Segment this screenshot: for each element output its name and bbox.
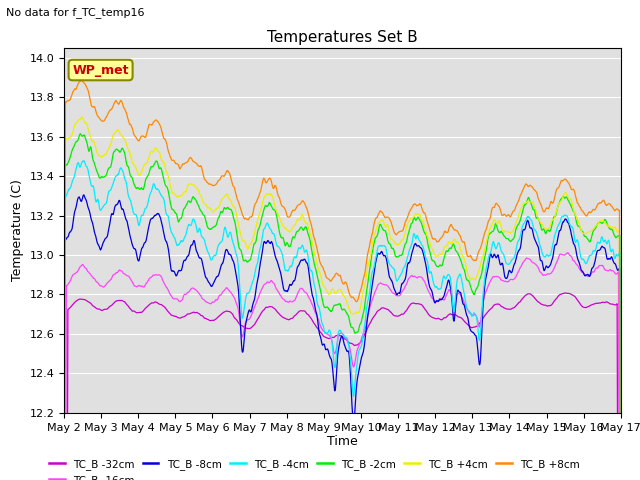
TC_B -32cm (478, 317, 486, 323)
TC_B -8cm (449, 309, 456, 314)
TC_B -8cm (237, 331, 244, 336)
TC_B -16cm (520, 259, 527, 265)
TC_B -4cm (413, 233, 420, 239)
TC_B -32cm (449, 312, 456, 318)
TC_B -4cm (237, 300, 244, 306)
Line: TC_B -32cm: TC_B -32cm (64, 293, 621, 480)
Line: TC_B +4cm: TC_B +4cm (64, 117, 621, 480)
TC_B -2cm (479, 267, 486, 273)
Text: WP_met: WP_met (72, 63, 129, 76)
TC_B -32cm (449, 312, 456, 318)
TC_B -16cm (564, 250, 572, 255)
TC_B +8cm (479, 239, 486, 245)
TC_B -32cm (237, 322, 244, 328)
TC_B +4cm (449, 240, 456, 246)
TC_B -16cm (449, 300, 456, 306)
TC_B +4cm (449, 239, 456, 245)
TC_B +4cm (479, 255, 486, 261)
TC_B +8cm (413, 203, 420, 209)
Line: TC_B -2cm: TC_B -2cm (64, 134, 621, 480)
Line: TC_B -16cm: TC_B -16cm (64, 252, 621, 480)
Line: TC_B -8cm: TC_B -8cm (64, 195, 621, 480)
TC_B -2cm (237, 247, 244, 253)
TC_B -2cm (413, 216, 420, 221)
TC_B -8cm (413, 243, 420, 249)
Legend: TC_B -32cm, TC_B -16cm, TC_B -8cm, TC_B -4cm, TC_B -2cm, TC_B +4cm, TC_B +8cm: TC_B -32cm, TC_B -16cm, TC_B -8cm, TC_B … (45, 455, 584, 480)
TC_B -4cm (80, 158, 88, 164)
TC_B +8cm (449, 225, 456, 230)
TC_B -2cm (520, 205, 527, 211)
TC_B -4cm (449, 302, 456, 308)
Line: TC_B +8cm: TC_B +8cm (64, 80, 621, 480)
TC_B +4cm (520, 201, 527, 206)
TC_B -2cm (449, 242, 456, 248)
TC_B -8cm (449, 306, 456, 312)
TC_B -2cm (76, 131, 84, 137)
TC_B +4cm (237, 231, 244, 237)
TC_B -32cm (413, 301, 420, 307)
TC_B +8cm (520, 186, 527, 192)
Title: Temperatures Set B: Temperatures Set B (267, 30, 418, 46)
Text: No data for f_TC_temp16: No data for f_TC_temp16 (6, 7, 145, 18)
TC_B +8cm (449, 224, 456, 230)
TC_B -8cm (520, 227, 527, 232)
TC_B -4cm (479, 302, 486, 308)
Line: TC_B -4cm: TC_B -4cm (64, 161, 621, 480)
X-axis label: Time: Time (327, 435, 358, 448)
TC_B -32cm (562, 290, 570, 296)
TC_B -2cm (449, 241, 456, 247)
TC_B -4cm (520, 221, 527, 227)
TC_B -4cm (449, 300, 456, 306)
TC_B -8cm (80, 192, 88, 198)
TC_B +4cm (78, 114, 86, 120)
TC_B -32cm (520, 295, 527, 300)
Y-axis label: Temperature (C): Temperature (C) (11, 180, 24, 281)
TC_B -16cm (478, 307, 486, 312)
TC_B +8cm (237, 206, 244, 212)
TC_B -8cm (479, 315, 486, 321)
TC_B -16cm (237, 324, 244, 330)
TC_B +8cm (78, 77, 86, 83)
TC_B -16cm (413, 275, 420, 281)
TC_B +4cm (413, 212, 420, 217)
TC_B -16cm (449, 299, 456, 305)
